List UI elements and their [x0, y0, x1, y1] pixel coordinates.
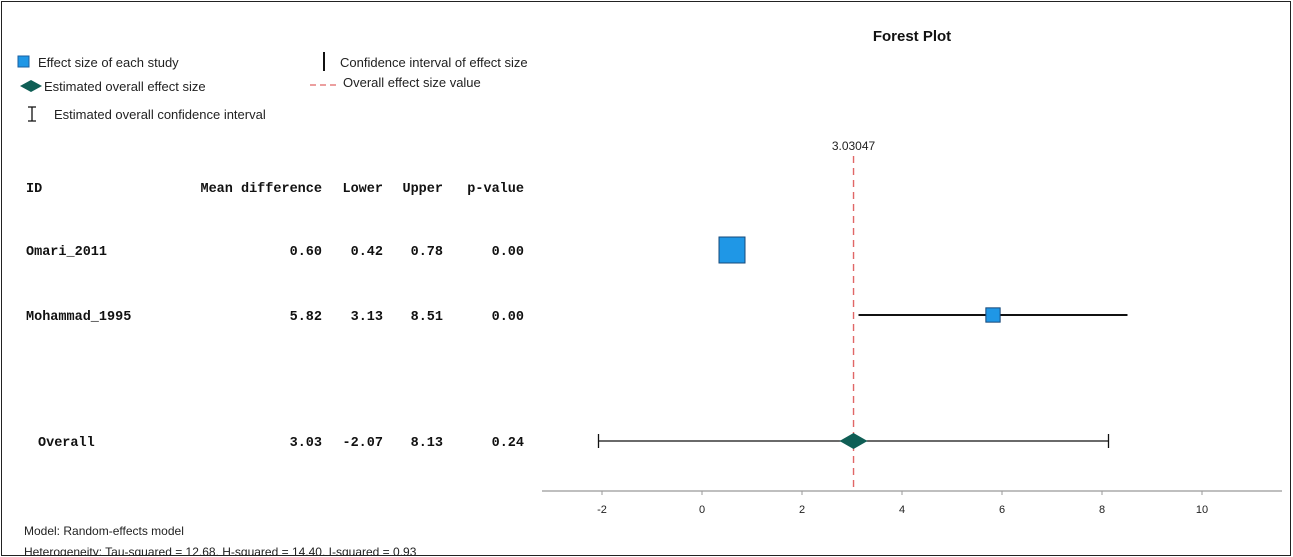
model-note: Model: Random-effects model: [24, 524, 184, 538]
overall-upper-value: 8.13: [411, 436, 443, 451]
heterogeneity-note: Heterogeneity: Tau-squared = 12.68, H-sq…: [24, 545, 417, 556]
x-axis-tick-label: 0: [699, 504, 705, 516]
chart-title: Forest Plot: [873, 28, 951, 45]
overall-label: Overall: [38, 436, 95, 451]
header-p-value: p-value: [467, 182, 524, 197]
x-axis-tick-label: 8: [1099, 504, 1105, 516]
header-upper: Upper: [402, 182, 443, 197]
study-upper-value: 8.51: [411, 310, 443, 325]
header-mean-difference: Mean difference: [200, 182, 322, 197]
legend-study-label: Effect size of each study: [38, 55, 179, 70]
study-id-label: Omari_2011: [26, 245, 107, 260]
x-axis-tick-label: 10: [1196, 504, 1208, 516]
legend-ci-label: Confidence interval of effect size: [340, 55, 528, 70]
study-mean-value: 0.60: [290, 245, 322, 260]
x-axis-tick-label: 2: [799, 504, 805, 516]
study-lower-value: 0.42: [351, 245, 383, 260]
legend-study-square-icon: [17, 55, 30, 68]
x-axis-tick-label: 4: [899, 504, 905, 516]
study-mean-value: 5.82: [290, 310, 322, 325]
study-id-label: Mohammad_1995: [26, 310, 131, 325]
overall-lower-value: -2.07: [342, 436, 383, 451]
study-effect-square: [985, 307, 1001, 323]
legend-overall-value-label: Overall effect size value: [343, 75, 481, 90]
study-effect-square: [718, 236, 746, 264]
study-lower-value: 3.13: [351, 310, 383, 325]
legend-overall-label: Estimated overall effect size: [44, 79, 206, 94]
x-axis-tick-label: -2: [597, 504, 607, 516]
legend-overall-ci-label: Estimated overall confidence interval: [54, 107, 266, 122]
header-lower: Lower: [342, 182, 383, 197]
x-axis-tick-label: 6: [999, 504, 1005, 516]
overall-mean-value: 3.03: [290, 436, 322, 451]
study-p-value: 0.00: [492, 245, 524, 260]
legend-overall-ci-ibeam-icon: [28, 106, 36, 122]
overall-effect-diamond: [839, 433, 868, 449]
legend-overall-diamond-icon: [20, 80, 42, 92]
header-id: ID: [26, 182, 42, 197]
study-upper-value: 0.78: [411, 245, 443, 260]
overall-value-label: 3.03047: [832, 139, 876, 153]
overall-p-value: 0.24: [492, 436, 524, 451]
study-p-value: 0.00: [492, 310, 524, 325]
